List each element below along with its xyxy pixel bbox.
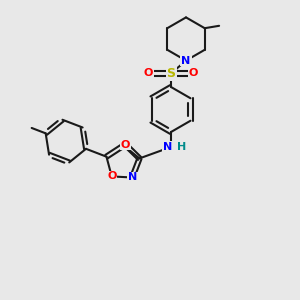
Text: O: O bbox=[189, 68, 198, 79]
Text: N: N bbox=[164, 142, 172, 152]
Text: O: O bbox=[144, 68, 153, 79]
Text: O: O bbox=[107, 171, 116, 182]
Text: N: N bbox=[182, 56, 190, 66]
Text: N: N bbox=[128, 172, 137, 182]
Text: S: S bbox=[167, 67, 176, 80]
Text: H: H bbox=[177, 142, 186, 152]
Text: O: O bbox=[121, 140, 130, 150]
